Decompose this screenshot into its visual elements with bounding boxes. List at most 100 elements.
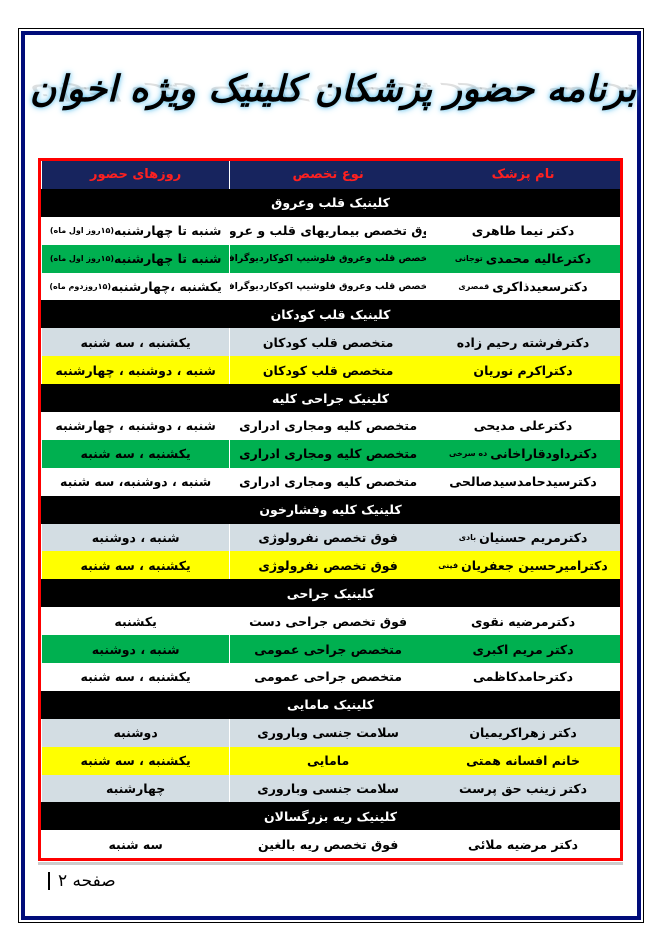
days-cell: شنبه ، دوشنبه، سه شنبه — [41, 467, 229, 496]
days-text: یکشنبه ،چهارشنبه — [111, 279, 222, 294]
doctor-name: دکترعالیه محمدی — [485, 251, 592, 267]
days-cell: شنبه تا چهارشنبه (۱۵روز اول ماه) — [41, 216, 229, 245]
doctor-name: دکتر مریم اکبری — [472, 641, 574, 657]
page-footer: صفحه ۲ — [48, 871, 116, 891]
page-border — [18, 28, 644, 923]
doctor-cell: دکترمرضیه نقوی — [426, 607, 620, 635]
specialty-cell: فوق تخصص جراحی دست — [229, 607, 426, 636]
specialty-cell: متخصص کلیه ومجاری ادراری — [229, 467, 426, 496]
doctor-name: دکتر مرضیه ملائی — [467, 836, 579, 852]
clinic-section-header: کلینیک قلب کودکان — [41, 300, 620, 329]
doctor-name: دکتراکرم نوریان — [473, 362, 573, 378]
days-text: سه شنبه — [108, 836, 163, 852]
days-text: یکشنبه ، سه شنبه — [80, 557, 191, 573]
days-note: (۱۵روز اول ماه) — [49, 226, 114, 236]
specialty-cell: متخصص قلب وعروق فلوشیپ اکوکاردیوگرافی — [229, 272, 426, 301]
specialty-cell: متخصص کلیه ومجاری ادراری — [229, 412, 426, 440]
table-row: دکترسعیدذاکری قمصری متخصص قلب وعروق فلوشیپ… — [41, 272, 620, 301]
doctor-cell: دکتر زهراکریمیان — [426, 719, 620, 747]
days-note: (۱۵روزدوم ماه) — [49, 282, 112, 291]
specialty-cell: سلامت جنسی وباروری — [229, 718, 426, 747]
days-text: یکشنبه ، سه شنبه — [80, 669, 191, 685]
doctor-name: دکترداودقاراخانی — [490, 446, 598, 462]
specialty-cell: فوق تخصص بیماریهای قلب و عروق — [229, 216, 426, 245]
table-row: دکترفرشته رحیم زاده متخصص قلب کودکان یکشنب… — [41, 328, 620, 357]
header-specialty: نوع تخصص — [229, 161, 426, 189]
days-text: شنبه تا چهارشنبه — [113, 251, 222, 267]
clinic-name: کلینیک کلیه وفشارخون — [259, 502, 402, 518]
clinic-section-header: کلینیک جراحی — [41, 579, 620, 608]
table-row: دکترامیرحسین جعفریان فینی فوق تخصص نفرولوژ… — [41, 551, 620, 580]
table-row: دکترمریم حسنیان بادی فوق تخصص نفرولوژی شنبه… — [41, 523, 620, 552]
table-row: دکتر مرضیه ملائی فوق تخصص ریه بالغین سه شن… — [41, 830, 620, 859]
doctor-cell: دکترسعیدذاکری قمصری — [426, 273, 620, 301]
specialty-cell: مامایی — [229, 746, 426, 775]
doctor-cell: دکترفرشته رحیم زاده — [426, 328, 620, 356]
days-cell: یکشنبه ، سه شنبه — [41, 439, 229, 468]
days-text: یکشنبه ، سه شنبه — [80, 446, 191, 462]
page-title-reflection: برنامه حضور پزشکان کلینیک ویژه اخوان — [29, 83, 637, 104]
table-row: دکترسیدحامدسیدصالحی متخصص کلیه ومجاری ادر… — [41, 467, 620, 496]
table-shadow — [38, 862, 623, 865]
days-text: شنبه ، دوشنبه ، چهارشنبه — [55, 418, 216, 434]
doctor-name: دکترسعیدذاکری — [492, 279, 588, 294]
page-number: صفحه ۲ — [58, 871, 116, 891]
days-text: دوشنبه — [113, 725, 158, 741]
days-text: یکشنبه ، سه شنبه — [80, 753, 191, 769]
clinic-name: کلینیک جراحی کلیه — [272, 390, 389, 406]
clinic-section-header: کلینیک کلیه وفشارخون — [41, 495, 620, 524]
days-cell: دوشنبه — [41, 718, 229, 747]
doctor-name: دکترمرضیه نقوی — [470, 613, 576, 629]
days-text: شنبه تا چهارشنبه — [113, 223, 222, 239]
table-header-row: نام پزشک نوع تخصص روزهای حضور — [41, 161, 620, 189]
doctor-name-suffix: بادی — [458, 533, 477, 543]
header-days: روزهای حضور — [41, 161, 229, 189]
schedule-table: نام پزشک نوع تخصص روزهای حضور کلینیک قلب… — [38, 158, 623, 862]
doctor-cell: دکترسیدحامدسیدصالحی — [426, 468, 620, 496]
doctor-cell: دکترعالیه محمدی توجانی — [426, 245, 620, 273]
table-row: دکتر مریم اکبری متخصص جراحی عمومی شنبه ، د… — [41, 635, 620, 664]
days-cell: یکشنبه ، سه شنبه — [41, 328, 229, 357]
doctor-name: دکترفرشته رحیم زاده — [456, 334, 590, 350]
days-text: شنبه ، دوشنبه، سه شنبه — [60, 474, 212, 490]
table-row: دکترعلی مدیحی متخصص کلیه ومجاری ادراری شنب… — [41, 412, 620, 440]
clinic-section-header: کلینیک قلب وعروق — [41, 188, 620, 217]
doctor-cell: دکتر مریم اکبری — [426, 635, 620, 663]
doctor-cell: دکتر مرضیه ملائی — [426, 830, 620, 858]
specialty-cell: فوق تخصص ریه بالغین — [229, 830, 426, 859]
table-row: دکتر زینب حق پرست سلامت جنسی وباروری چهارش… — [41, 774, 620, 803]
days-cell: شنبه ، دوشنبه — [41, 523, 229, 552]
clinic-section-header: کلینیک مامایی — [41, 690, 620, 719]
table-row: دکتر نیما طاهری فوق تخصص بیماریهای قلب و … — [41, 216, 620, 245]
days-text: شنبه ، دوشنبه ، چهارشنبه — [55, 362, 216, 378]
days-cell: شنبه ، دوشنبه — [41, 635, 229, 664]
clinic-name: کلینیک مامایی — [286, 697, 375, 713]
doctor-cell: دکترمریم حسنیان بادی — [426, 524, 620, 552]
clinic-section-header: کلینیک ریه بزرگسالان — [41, 802, 620, 831]
table-row: دکترعالیه محمدی توجانی متخصص قلب وعروق فلو… — [41, 244, 620, 273]
specialty-cell: فوق تخصص نفرولوژی — [229, 523, 426, 552]
doctor-cell: دکتر نیما طاهری — [426, 217, 620, 245]
clinic-section-header: کلینیک جراحی کلیه — [41, 384, 620, 413]
clinic-name: کلینیک جراحی — [286, 585, 375, 601]
doctor-name: دکترحامدکاظمی — [473, 669, 574, 685]
days-text: چهارشنبه — [105, 781, 166, 797]
doctor-name-suffix: فینی — [438, 560, 459, 570]
doctor-name-suffix: قمصری — [458, 282, 490, 291]
clinic-name: کلینیک قلب کودکان — [270, 306, 391, 322]
specialty-cell: فوق تخصص نفرولوژی — [229, 551, 426, 580]
doctor-name: دکتر نیما طاهری — [471, 223, 575, 239]
days-cell: یکشنبه ،چهارشنبه (۱۵روزدوم ماه) — [41, 272, 229, 301]
doctor-cell: دکترامیرحسین جعفریان فینی — [426, 551, 620, 579]
doctor-cell: خانم افسانه همتی — [426, 747, 620, 775]
days-cell: یکشنبه — [41, 607, 229, 636]
doctor-name: دکتر زینب حق پرست — [458, 781, 588, 797]
days-text: شنبه ، دوشنبه — [91, 641, 180, 657]
days-text: یکشنبه — [114, 613, 157, 629]
specialty-cell: متخصص جراحی عمومی — [229, 635, 426, 664]
days-cell: شنبه ، دوشنبه ، چهارشنبه — [41, 356, 229, 385]
days-cell: یکشنبه ، سه شنبه — [41, 551, 229, 580]
clinic-name: کلینیک قلب وعروق — [271, 195, 390, 211]
doctor-name: خانم افسانه همتی — [466, 753, 580, 769]
specialty-cell: متخصص قلب کودکان — [229, 356, 426, 385]
